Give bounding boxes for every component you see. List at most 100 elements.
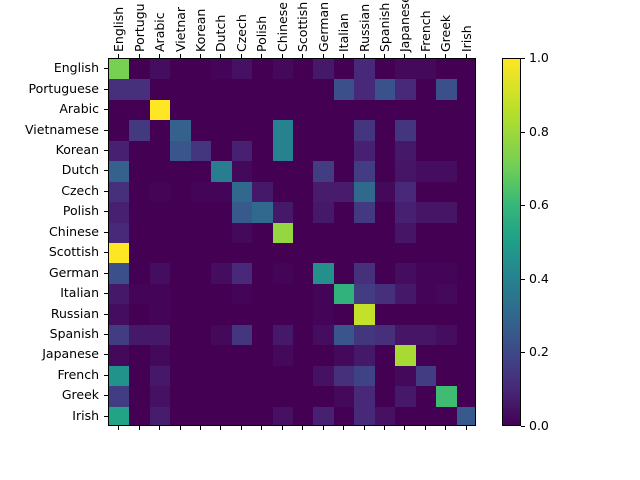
x-tick-label: Chinese [274, 2, 290, 52]
heatmap-cell [231, 99, 253, 121]
x-tick-label: Dutch [213, 14, 229, 52]
heatmap-cell [252, 222, 274, 244]
heatmap-cell [231, 79, 253, 101]
heatmap-cell [129, 365, 151, 387]
y-tick-label: Scottish [48, 244, 99, 260]
x-tick-bottom [302, 426, 304, 430]
heatmap-cell [129, 161, 151, 183]
heatmap-cell [456, 79, 475, 101]
heatmap-cell [149, 386, 171, 408]
heatmap-cell [252, 99, 274, 121]
heatmap-cell [170, 140, 192, 162]
heatmap-cell [149, 243, 171, 265]
x-tick [424, 54, 426, 58]
x-tick [261, 54, 263, 58]
heatmap-cell [272, 202, 294, 224]
heatmap-cell [190, 406, 212, 425]
heatmap-cell [170, 79, 192, 101]
heatmap-cell [293, 243, 315, 265]
heatmap-cell [293, 406, 315, 425]
x-tick [159, 54, 161, 58]
heatmap-cell [395, 283, 417, 305]
heatmap-cell [109, 365, 131, 387]
heatmap-cell [436, 59, 458, 81]
y-tick-label: Spanish [49, 326, 99, 341]
y-tick-label: Japanese [42, 346, 99, 362]
heatmap-cell [436, 263, 458, 285]
heatmap-cell [374, 99, 396, 121]
heatmap-cell [333, 386, 355, 408]
heatmap-cell [231, 324, 253, 346]
heatmap-cell [313, 243, 335, 265]
heatmap-cell [333, 365, 355, 387]
heatmap-cell [109, 324, 131, 346]
x-tick-bottom [363, 426, 365, 430]
heatmap-cell [272, 243, 294, 265]
heatmap-cell [293, 79, 315, 101]
heatmap-cell [374, 263, 396, 285]
x-tick-label: Czech [233, 14, 249, 52]
heatmap-cell [170, 263, 192, 285]
heatmap-cell [354, 406, 376, 425]
x-tick-label: Greek [438, 14, 454, 52]
x-tick [281, 54, 283, 58]
heatmap-cell [374, 386, 396, 408]
x-tick-bottom [179, 426, 181, 430]
heatmap-cell [109, 243, 131, 265]
heatmap-cell [333, 181, 355, 203]
heatmap-cell [211, 222, 233, 244]
heatmap-cell [170, 345, 192, 367]
heatmap-cell [415, 243, 437, 265]
heatmap-cell [354, 181, 376, 203]
y-tick [104, 334, 108, 335]
x-tick [302, 54, 304, 58]
x-tick [240, 54, 242, 58]
heatmap-cell [354, 263, 376, 285]
heatmap-cell [374, 304, 396, 326]
heatmap-cell [170, 99, 192, 121]
heatmap-cell [354, 79, 376, 101]
y-tick-label: Chinese [49, 223, 99, 239]
heatmap-cell [456, 304, 475, 326]
y-tick [104, 170, 108, 172]
heatmap-cell [374, 202, 396, 224]
heatmap-cell [313, 365, 335, 387]
colorbar-tick-label: 1.0 [529, 50, 549, 65]
heatmap-cell [252, 345, 274, 367]
x-tick-label: Korean [193, 8, 208, 52]
heatmap-cell [293, 386, 315, 408]
x-tick-label: Polish [254, 15, 270, 52]
y-tick [104, 88, 108, 90]
heatmap-cell [211, 243, 233, 265]
x-tick-bottom [281, 426, 283, 430]
x-tick-bottom [240, 426, 242, 430]
x-tick-label: German [315, 1, 331, 52]
x-tick-label: Italian [336, 13, 352, 52]
heatmap-cell [272, 365, 294, 387]
heatmap-cell [149, 140, 171, 162]
heatmap-cell [149, 59, 171, 81]
heatmap-cell [272, 140, 294, 162]
heatmap-cell [395, 304, 417, 326]
y-tick [104, 68, 108, 70]
heatmap-cell [333, 243, 355, 265]
x-tick [179, 54, 181, 58]
heatmap-cell [293, 263, 315, 285]
heatmap-cell [333, 161, 355, 183]
x-tick [138, 54, 140, 58]
x-tick [384, 54, 385, 58]
heatmap-cell [272, 161, 294, 183]
heatmap-cell [149, 161, 171, 183]
heatmap-cell [313, 406, 335, 425]
x-tick-bottom [445, 426, 447, 430]
colorbar-tick [521, 58, 525, 59]
heatmap-cell [293, 345, 315, 367]
heatmap-cell [395, 406, 417, 425]
y-tick-label: French [57, 366, 99, 382]
heatmap-cell [211, 283, 233, 305]
heatmap-cell [252, 365, 274, 387]
y-tick-label: Irish [72, 407, 99, 423]
heatmap-cell [313, 120, 335, 142]
heatmap-cell [170, 283, 192, 305]
heatmap-cell [374, 140, 396, 162]
